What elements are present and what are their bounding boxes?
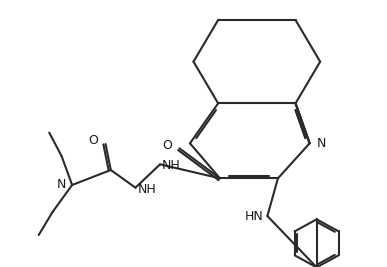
Text: O: O — [163, 139, 173, 152]
Text: NH: NH — [137, 183, 156, 196]
Text: N: N — [317, 137, 326, 150]
Text: N: N — [57, 179, 66, 191]
Text: O: O — [89, 135, 99, 147]
Text: NH: NH — [162, 159, 181, 172]
Text: HN: HN — [245, 210, 264, 222]
